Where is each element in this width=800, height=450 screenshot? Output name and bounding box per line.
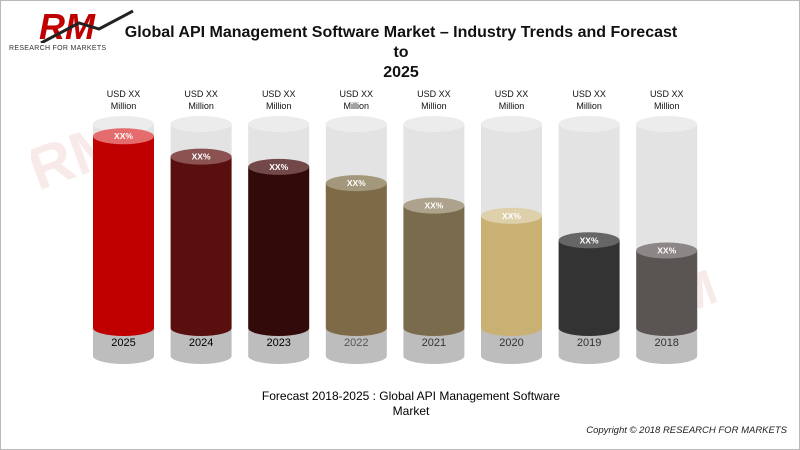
bar-track-top-2018 <box>636 116 698 132</box>
value-label-2020-line-2: Million <box>499 101 525 111</box>
year-label-2025: 2025 <box>111 337 135 349</box>
bar-top-2023 <box>248 158 310 175</box>
value-label-2019-line-2: Million <box>576 101 602 111</box>
year-label-2020: 2020 <box>499 337 523 349</box>
value-label-2018-line-2: Million <box>654 101 680 111</box>
chart-title-line-2: 2025 <box>383 64 419 81</box>
bar-top-2022 <box>325 175 387 192</box>
growth-label-2019: XX% <box>580 235 599 245</box>
chart-subtitle-line-1: Forecast 2018-2025 : Global API Manageme… <box>261 389 561 403</box>
growth-label-2024: XX% <box>192 152 211 162</box>
bar-track-top-2021 <box>403 116 465 132</box>
bar-group-2020: XX% USD XX Million 2020 <box>481 89 542 364</box>
growth-label-2018: XX% <box>657 245 676 255</box>
bar-group-2023: XX% USD XX Million 2023 <box>248 89 310 364</box>
value-label-2022-line-1: USD XX <box>340 89 374 99</box>
bar-track-top-2019 <box>558 116 620 132</box>
bar-top-2025 <box>93 128 154 145</box>
value-label-2024-line-1: USD XX <box>184 89 218 99</box>
bar-base-2022 <box>325 328 387 364</box>
year-label-2021: 2021 <box>422 337 446 349</box>
bar-base-2021 <box>403 328 465 364</box>
bar-group-2022: XX% USD XX Million 2022 <box>325 89 387 364</box>
value-label-2025-line-2: Million <box>111 101 137 111</box>
value-label-2021-line-2: Million <box>421 101 447 111</box>
growth-label-2025: XX% <box>114 131 133 141</box>
chart-title: Global API Management Software Market – … <box>121 23 681 83</box>
year-label-2022: 2022 <box>344 337 368 349</box>
value-label-2020-line-1: USD XX <box>495 89 529 99</box>
bar-2020 <box>481 215 542 336</box>
bar-group-2025: XX% USD XX Million 2025 <box>93 89 154 364</box>
bar-base-2018 <box>636 328 698 364</box>
bar-base-2024 <box>170 328 232 364</box>
value-label-2023-line-2: Million <box>266 101 292 111</box>
bar-2018 <box>636 250 698 336</box>
bar-track-top-2023 <box>248 116 310 132</box>
bar-top-2021 <box>403 197 465 214</box>
bar-group-2024: XX% USD XX Million 2024 <box>170 89 232 364</box>
logo-tagline: RESEARCH FOR MARKETS <box>9 45 107 52</box>
chart-title-line-1: Global API Management Software Market – … <box>124 24 678 61</box>
bar-group-2018: XX% USD XX Million 2018 <box>636 89 698 364</box>
year-label-2023: 2023 <box>266 337 290 349</box>
bar-top-2024 <box>170 148 232 165</box>
year-label-2019: 2019 <box>577 337 601 349</box>
value-label-2018-line-1: USD XX <box>650 89 684 99</box>
bar-2023 <box>248 166 310 336</box>
copyright-notice: Copyright © 2018 RESEARCH FOR MARKETS <box>586 425 787 436</box>
bar-2021 <box>403 205 465 336</box>
value-label-2025-line-1: USD XX <box>107 89 141 99</box>
bar-track-top-2025 <box>93 116 154 132</box>
growth-label-2023: XX% <box>269 162 288 172</box>
growth-label-2021: XX% <box>424 201 443 211</box>
bar-base-2023 <box>248 328 310 364</box>
brand-logo: RM RESEARCH FOR MARKETS <box>9 9 134 52</box>
bar-2025 <box>93 136 154 336</box>
value-label-2019-line-1: USD XX <box>572 89 606 99</box>
value-label-2024-line-2: Million <box>188 101 214 111</box>
bar-2024 <box>170 156 232 336</box>
bar-top-2018 <box>636 242 698 259</box>
bar-base-2019 <box>558 328 620 364</box>
bar-top-2019 <box>558 232 620 249</box>
bar-track-top-2024 <box>170 116 232 132</box>
chart-subtitle: Forecast 2018-2025 : Global API Manageme… <box>221 389 601 419</box>
value-label-2021-line-1: USD XX <box>417 89 451 99</box>
value-label-2023-line-1: USD XX <box>262 89 296 99</box>
year-label-2024: 2024 <box>189 337 213 349</box>
bar-group-2021: XX% USD XX Million 2021 <box>403 89 465 364</box>
bar-top-2020 <box>481 207 542 224</box>
bar-track-top-2022 <box>325 116 387 132</box>
bar-track-top-2020 <box>481 116 542 132</box>
value-label-2022-line-2: Million <box>344 101 370 111</box>
bar-2022 <box>325 183 387 336</box>
growth-label-2022: XX% <box>347 178 366 188</box>
bar-group-2019: XX% USD XX Million 2019 <box>558 89 620 364</box>
growth-label-2020: XX% <box>502 211 521 221</box>
bar-base-2020 <box>481 328 542 364</box>
rm-logo-icon: RM <box>39 9 134 43</box>
bar-base-2025 <box>93 328 154 364</box>
bar-2019 <box>558 240 620 336</box>
year-label-2018: 2018 <box>654 337 678 349</box>
chart-subtitle-line-2: Market <box>392 404 430 418</box>
